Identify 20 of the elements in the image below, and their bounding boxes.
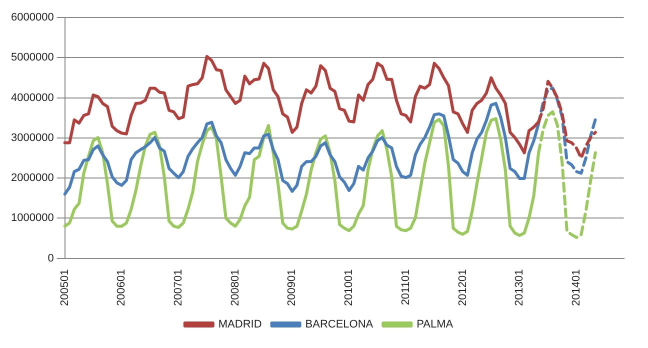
x-tick-label: 200701 bbox=[172, 269, 185, 306]
x-tick-label: 200801 bbox=[229, 269, 242, 306]
y-tick-label: 5000000 bbox=[10, 52, 54, 64]
x-tick-label: 200901 bbox=[286, 269, 298, 306]
y-tick-label: 0 bbox=[48, 252, 54, 264]
x-tick-label: 201101 bbox=[400, 269, 412, 306]
y-tick-label: 3000000 bbox=[10, 132, 54, 144]
legend-label: PALMA bbox=[416, 318, 454, 331]
y-tick-label: 1000000 bbox=[10, 212, 54, 224]
legend-label: BARCELONA bbox=[305, 318, 374, 331]
x-tick-label: 200601 bbox=[116, 269, 128, 306]
x-tick-label: 200501 bbox=[58, 269, 71, 306]
x-tick-label: 201001 bbox=[343, 269, 356, 306]
legend-label: MADRID bbox=[218, 318, 262, 331]
x-tick-label: 201201 bbox=[456, 269, 469, 306]
x-tick-label: 201301 bbox=[514, 269, 526, 306]
x-tick-label: 201401 bbox=[570, 269, 582, 306]
y-tick-label: 2000000 bbox=[10, 172, 54, 184]
y-tick-label: 4000000 bbox=[10, 92, 54, 104]
y-tick-label: 6000000 bbox=[10, 12, 54, 24]
